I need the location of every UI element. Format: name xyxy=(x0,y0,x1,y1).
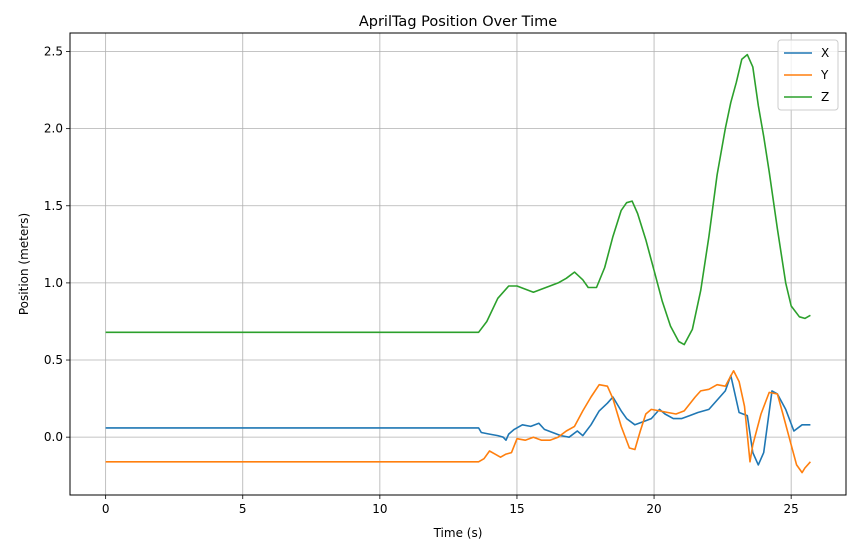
y-tick-label: 0.0 xyxy=(44,430,63,444)
x-tick-label: 20 xyxy=(646,502,661,516)
legend-label: Z xyxy=(821,90,829,104)
chart-title: AprilTag Position Over Time xyxy=(359,14,557,30)
legend-label: Y xyxy=(820,68,829,82)
series-line-z xyxy=(105,53,811,346)
y-tick-label: 2.5 xyxy=(44,45,63,59)
x-tick-label: 15 xyxy=(509,502,524,516)
x-tick-label: 5 xyxy=(239,502,247,516)
x-tick-label: 25 xyxy=(784,502,799,516)
ticks: 0 5 10 15 20 25 0.0 0.5 1.0 1.5 2.0 2.5 xyxy=(44,45,799,516)
y-tick-label: 2.0 xyxy=(44,122,63,136)
y-tick-label: 1.0 xyxy=(44,276,63,290)
legend: XYZ xyxy=(777,39,839,111)
x-axis-label: Time (s) xyxy=(433,526,483,540)
plot-frame xyxy=(69,32,847,496)
x-tick-label: 10 xyxy=(372,502,387,516)
x-tick-label: 0 xyxy=(102,502,110,516)
legend-label: X xyxy=(821,46,829,60)
series-line-y xyxy=(105,370,811,474)
y-axis-label: Position (meters) xyxy=(17,213,31,315)
series-line-x xyxy=(105,374,811,466)
y-tick-label: 0.5 xyxy=(44,353,63,367)
y-tick-label: 1.5 xyxy=(44,199,63,213)
series-layer xyxy=(105,53,811,474)
